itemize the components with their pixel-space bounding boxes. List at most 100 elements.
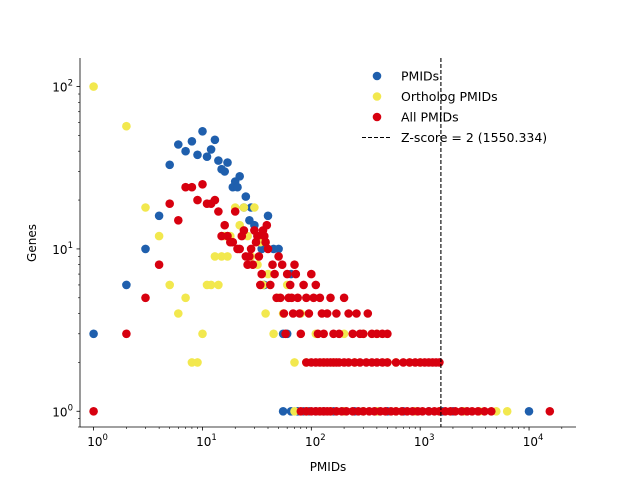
data-point [141,203,150,212]
data-point [279,309,289,318]
data-point [253,231,262,241]
data-point [223,158,232,167]
data-point [311,280,321,290]
data-point [257,244,267,254]
legend-marker [372,112,382,122]
data-point [89,82,98,91]
data-point [220,220,229,230]
data-point [332,309,341,318]
data-point [235,244,244,254]
data-point [326,293,335,303]
data-point [181,146,190,156]
data-point [348,329,358,339]
data-point [399,358,408,367]
data-point [287,293,297,303]
data-point [435,358,444,367]
data-point [198,329,207,339]
data-point [239,203,249,212]
data-point [435,407,444,416]
data-point [193,358,202,367]
data-point [276,293,285,303]
data-point [370,407,379,416]
data-point [202,152,212,161]
data-point [304,309,314,318]
data-point [451,407,460,416]
x-tick-label: 100 [87,433,108,449]
data-point [187,137,197,146]
data-point [154,231,164,241]
data-point [165,160,174,170]
y-tick-label: 102 [52,79,73,95]
data-point [174,140,183,149]
data-point [269,329,278,339]
data-point [473,407,483,416]
data-point [391,407,401,416]
data-point [339,293,349,303]
data-point [309,293,318,303]
data-point [334,329,344,339]
legend: PMIDs Ortholog PMIDs All PMIDs Z-score = 2 … [362,69,547,145]
legend-label: Ortholog PMIDs [401,89,498,104]
data-point [223,252,232,261]
data-point [263,269,273,279]
data-point [214,156,223,165]
data-point [193,195,202,205]
x-tick-label: 102 [305,433,326,449]
data-point [165,280,174,290]
data-point [255,280,265,290]
data-point [198,180,207,189]
data-point [214,207,223,216]
data-point [282,269,292,279]
data-point [248,260,258,270]
data-point [266,280,275,290]
y-tick-label: 100 [52,403,73,419]
ticks-layer: 100 101 102 103 104 100 101 102 [52,79,563,449]
data-point [230,207,240,216]
legend-label: Z-score = 2 (1550.334) [401,130,547,145]
data-point [154,260,164,270]
data-point [154,211,164,221]
data-point [263,244,273,254]
data-point [290,260,299,270]
legend-label: All PMIDs [401,110,459,125]
data-point [295,309,304,318]
data-point [261,309,270,318]
data-point [363,309,373,318]
data-point [174,216,183,225]
data-point [254,252,264,261]
data-point [277,260,287,270]
data-point [245,252,254,261]
data-point [228,237,238,247]
data-point [165,199,174,208]
data-point [241,192,251,201]
axes-layer [79,58,576,428]
data-point [288,309,298,318]
x-axis-title: PMIDs [310,460,347,474]
x-tick-label: 101 [196,433,217,449]
data-point [257,269,267,279]
legend-marker [372,92,382,101]
x-tick-label: 103 [414,433,435,449]
data-point [319,329,329,339]
data-point [291,269,301,279]
y-tick-label: 101 [52,241,73,257]
data-point [198,127,207,136]
data-point [193,150,202,160]
data-point [233,182,242,192]
data-point [290,407,299,416]
data-point [122,280,131,290]
data-point [296,329,306,339]
data-point [344,358,353,367]
data-point [315,293,325,303]
data-point [89,329,98,339]
data-point [355,358,365,367]
points-layer [89,82,555,416]
data-point [290,358,299,367]
data-point [214,280,223,290]
data-point [187,182,197,192]
data-point [89,407,98,416]
data-point [250,203,259,212]
data-point [278,407,288,416]
data-point [262,220,272,230]
data-point [487,407,496,416]
